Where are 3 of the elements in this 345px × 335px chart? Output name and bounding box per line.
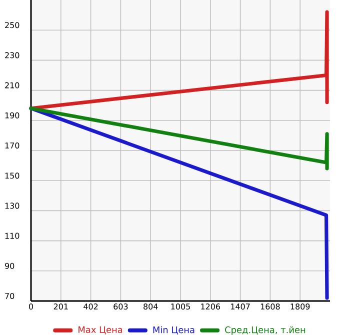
legend-label: Сред.Цена, т.йен <box>225 326 306 335</box>
legend-label: Max Цена <box>78 326 122 334</box>
legend-label: Min Цена <box>153 326 194 334</box>
